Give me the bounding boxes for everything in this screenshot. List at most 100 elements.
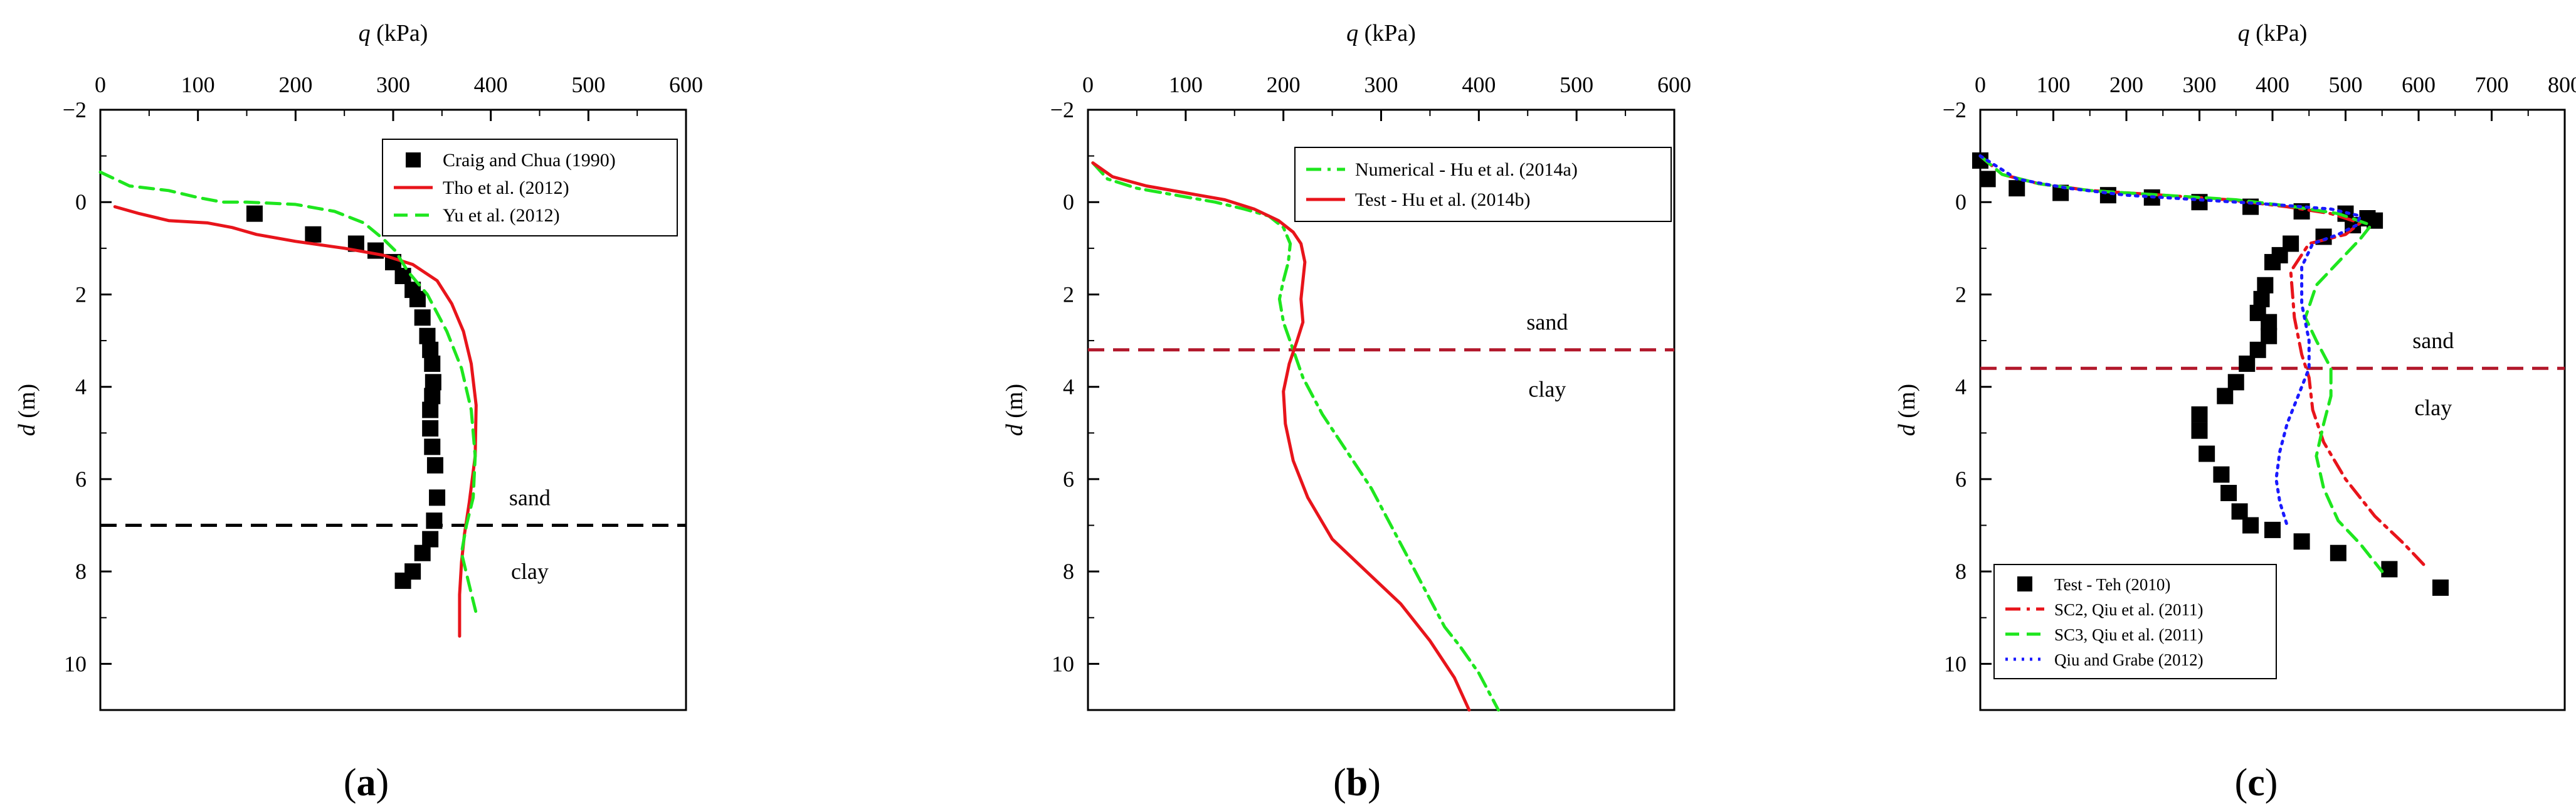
y-tick-label: 4 <box>1955 374 1966 400</box>
chart-panel-a: 0 100 200 300 400 500 600 −2 0 2 4 6 8 10 q (kPa) d (m)… <box>14 20 703 804</box>
x-tick-label: 200 <box>1267 72 1301 97</box>
data-point <box>424 355 441 372</box>
data-point <box>2261 314 2278 331</box>
x-tick-label: 300 <box>376 72 410 97</box>
legend: Numerical - Hu et al. (2014a) Test - Hu e… <box>1294 147 1672 222</box>
data-point <box>2242 517 2259 534</box>
data-point <box>2330 544 2346 561</box>
legend: Test - Teh (2010) SC2, Qiu et al. (2011) S… <box>1993 564 2277 679</box>
data-point <box>2231 503 2248 520</box>
legend-box <box>1294 147 1672 222</box>
y-tick-label: 0 <box>1955 189 1966 215</box>
y-tick-label: 2 <box>1063 282 1074 307</box>
x-tick-label: 400 <box>474 72 508 97</box>
chart-panel-b: 0 100 200 300 400 500 600 −2 0 2 4 6 8 10 q (kPa) d (m)… <box>1001 20 1691 804</box>
data-point <box>394 572 411 589</box>
data-point <box>409 290 426 307</box>
panel-label: (a) <box>344 761 389 804</box>
x-tick-label: 300 <box>2183 72 2217 97</box>
series-line-2 <box>1978 154 2384 573</box>
y-tick-label: 10 <box>1052 651 1074 676</box>
x-tick-label: 100 <box>181 72 215 97</box>
legend-label: SC3, Qiu et al. (2011) <box>2054 625 2203 644</box>
y-axis-variable: d <box>14 423 40 436</box>
data-point <box>1979 171 1996 188</box>
layer-label-sand: sand <box>1526 310 1568 335</box>
data-point <box>414 309 431 326</box>
data-point <box>422 401 439 418</box>
x-tick-label: 300 <box>1365 72 1398 97</box>
legend-marker-icon <box>406 152 421 167</box>
y-tick-label: 6 <box>1063 467 1074 492</box>
data-point <box>2261 327 2278 344</box>
x-axis-unit: (kPa) <box>1358 20 1416 46</box>
series-line-2 <box>98 170 478 615</box>
x-tick-label: 200 <box>2109 72 2143 97</box>
data-point <box>2217 388 2234 405</box>
y-tick-label: 2 <box>75 282 87 307</box>
data-point <box>425 374 441 391</box>
legend-label: Yu et al. (2012) <box>443 205 560 226</box>
x-tick-label: 600 <box>669 72 703 97</box>
data-point <box>2191 422 2208 439</box>
x-tick-label: 0 <box>1082 72 1094 97</box>
y-tick-label: 8 <box>75 559 87 584</box>
y-tick-label: 4 <box>1063 374 1074 400</box>
y-axis-unit: (m) <box>14 384 40 424</box>
x-tick-label: 400 <box>1462 72 1496 97</box>
y-tick-label: 10 <box>64 651 87 676</box>
legend-label: Numerical - Hu et al. (2014a) <box>1355 159 1578 180</box>
legend-box <box>1993 564 2277 679</box>
data-point <box>2264 253 2281 270</box>
y-tick-label: 4 <box>75 374 87 400</box>
data-point <box>2199 445 2215 462</box>
x-axis-unit: (kPa) <box>2250 20 2308 46</box>
y-axis-title: d (m) <box>1894 384 1920 436</box>
data-point <box>2432 579 2449 596</box>
data-point <box>305 226 322 243</box>
y-tick-label: 6 <box>75 467 87 492</box>
x-tick-label: 400 <box>2256 72 2289 97</box>
data-point <box>2009 180 2025 197</box>
x-tick-label: 100 <box>1169 72 1203 97</box>
y-tick-label: 0 <box>1063 189 1074 215</box>
y-axis-variable: d <box>1001 423 1028 436</box>
data-point <box>426 512 443 529</box>
data-point <box>2191 406 2208 423</box>
y-tick-label: 8 <box>1063 559 1074 584</box>
layer-label-sand: sand <box>509 485 551 510</box>
y-tick-label: 10 <box>1944 651 1966 676</box>
layer-label-clay: clay <box>511 559 549 584</box>
layer-label-clay: clay <box>2414 395 2452 420</box>
series-line-3 <box>1978 154 2362 527</box>
y-tick-label: −2 <box>1943 97 1966 122</box>
x-tick-label: 800 <box>2548 72 2576 97</box>
chart-panel-c: 0 100 200 300 400 500 600 700 800 −2 0 2 4 6 8 10 q (kPa… <box>1894 20 2576 804</box>
y-tick-label: 0 <box>75 189 87 215</box>
y-axis-unit: (m) <box>1894 384 1920 424</box>
x-tick-label: 500 <box>571 72 605 97</box>
data-point <box>2257 277 2274 294</box>
layer-label-sand: sand <box>2412 328 2454 353</box>
y-axis-title: d (m) <box>14 384 40 436</box>
data-point <box>429 489 446 506</box>
data-point <box>2253 290 2270 307</box>
data-point <box>394 268 411 285</box>
data-point <box>2264 521 2281 538</box>
legend-label: Tho et al. (2012) <box>443 178 569 198</box>
legend-label: Test - Hu et al. (2014b) <box>1355 189 1531 210</box>
data-point <box>424 438 441 455</box>
data-point <box>246 205 263 222</box>
data-point <box>426 457 443 474</box>
legend-label: Qiu and Grabe (2012) <box>2054 650 2204 669</box>
legend-label: Test - Teh (2010) <box>2054 575 2170 594</box>
data-point <box>422 531 439 548</box>
data-point <box>414 544 431 561</box>
data-point <box>422 341 439 358</box>
y-axis-variable: d <box>1894 423 1920 436</box>
x-axis-title: q (kPa) <box>359 20 428 46</box>
x-tick-label: 100 <box>2037 72 2071 97</box>
series-line-0 <box>1091 161 1500 712</box>
